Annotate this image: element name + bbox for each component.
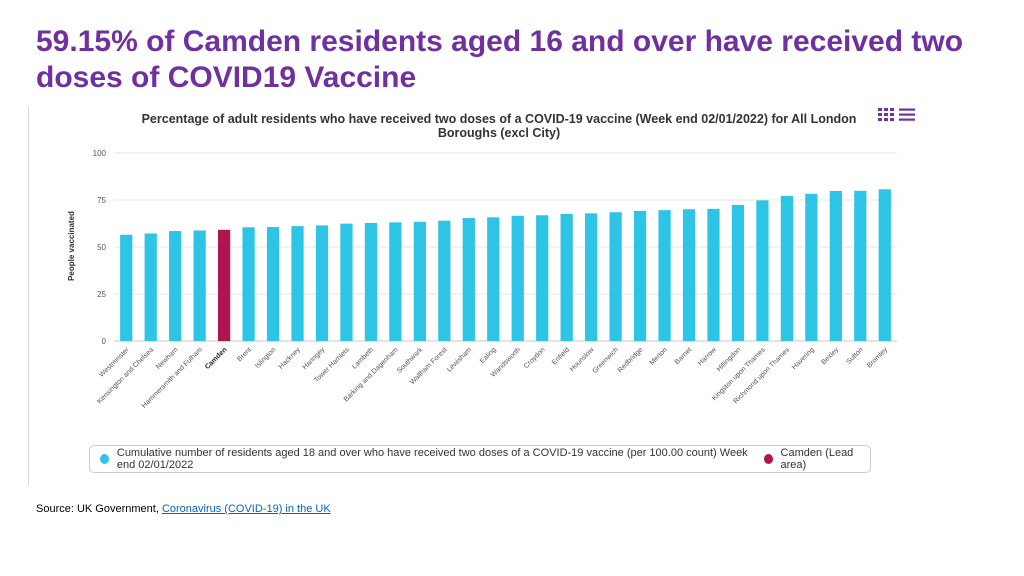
legend-label-cumulative: Cumulative number of residents aged 18 a…	[116, 447, 748, 471]
bar-richmond-upon-thames[interactable]	[780, 195, 794, 341]
bar-redbridge[interactable]	[633, 210, 647, 341]
source-line: Source: UK Government, Coronavirus (COVI…	[36, 503, 331, 515]
x-tick-label: Harrow	[697, 346, 719, 368]
y-tick-label: 0	[102, 337, 107, 346]
bar-westminster[interactable]	[120, 234, 133, 341]
chart-legend: Cumulative number of residents aged 18 a…	[89, 445, 871, 473]
x-tick-label: Islington	[254, 346, 277, 369]
x-tick-label: Barnet	[674, 346, 694, 366]
bar-barnet[interactable]	[682, 209, 696, 341]
source-prefix: Source: UK Government,	[36, 503, 162, 515]
bar-enfield[interactable]	[560, 213, 573, 341]
bar-waltham-forest[interactable]	[438, 220, 451, 341]
bar-merton[interactable]	[658, 210, 671, 341]
bar-hillingdon[interactable]	[731, 204, 745, 341]
bar-southwark[interactable]	[413, 221, 426, 341]
legend-item-camden[interactable]: Camden (Lead area)	[763, 447, 870, 471]
x-tick-label: Lewisham	[446, 346, 473, 373]
y-tick-label: 50	[97, 243, 106, 252]
x-tick-label: Enfield	[551, 346, 571, 366]
y-tick-label: 75	[97, 196, 106, 205]
y-tick-label: 100	[93, 149, 107, 158]
legend-item-cumulative[interactable]: Cumulative number of residents aged 18 a…	[100, 447, 748, 471]
bars	[120, 189, 891, 341]
bar-kensington-and-chelsea[interactable]	[144, 233, 157, 341]
x-tick-label: Bexley	[820, 346, 840, 366]
slide-title: 59.15% of Camden residents aged 16 and o…	[36, 25, 964, 94]
legend-dot-camden	[763, 454, 773, 464]
bar-haringey[interactable]	[315, 225, 329, 341]
bar-brent[interactable]	[242, 227, 255, 341]
x-tick-label: Camden	[204, 346, 228, 370]
bar-greenwich[interactable]	[609, 212, 622, 341]
y-axis-ticks: 0 25 50 75 100	[93, 149, 107, 346]
x-tick-label: Greenwich	[591, 346, 620, 375]
y-tick-label: 25	[97, 290, 106, 299]
bar-tower-hamlets[interactable]	[340, 223, 353, 341]
bar-sutton[interactable]	[854, 190, 867, 341]
bar-lewisham[interactable]	[462, 218, 475, 341]
bar-kingston-upon-thames[interactable]	[756, 200, 769, 341]
legend-dot-cyan	[100, 454, 109, 464]
bar-camden[interactable]	[217, 229, 231, 341]
bar-croydon[interactable]	[536, 215, 549, 341]
bar-islington[interactable]	[266, 227, 280, 341]
x-tick-label: Haringey	[302, 346, 327, 371]
x-tick-label: Newham	[155, 346, 180, 371]
x-tick-label: Sutton	[845, 346, 864, 365]
legend-label-camden: Camden (Lead area)	[780, 447, 854, 471]
bar-newham[interactable]	[169, 231, 182, 341]
chart-title: Percentage of adult residents who have r…	[141, 112, 857, 140]
bar-hammersmith-and-fulham[interactable]	[193, 230, 206, 341]
hamburger-menu-icon[interactable]	[877, 107, 917, 123]
x-tick-label: Brent	[236, 346, 253, 363]
gridlines	[114, 152, 897, 342]
x-tick-label: Ealing	[479, 346, 498, 365]
bar-bromley[interactable]	[878, 189, 891, 341]
bar-havering[interactable]	[805, 193, 818, 341]
chart-container: Percentage of adult residents who have r…	[28, 106, 915, 486]
y-axis-label: People vaccinated	[67, 211, 76, 281]
bar-bexley[interactable]	[829, 190, 842, 341]
x-tick-label: Merton	[649, 346, 669, 366]
bar-barking-and-dagenham[interactable]	[389, 222, 402, 341]
x-tick-label: Lambeth	[351, 346, 375, 370]
x-tick-label: Bromley	[866, 346, 889, 369]
bar-wandsworth[interactable]	[511, 215, 524, 341]
x-tick-label: Havering	[791, 346, 816, 371]
bar-ealing[interactable]	[487, 217, 500, 341]
bar-hackney[interactable]	[291, 226, 304, 341]
x-tick-label: Hackney	[278, 346, 303, 371]
source-link[interactable]: Coronavirus (COVID-19) in the UK	[161, 503, 331, 515]
x-tick-label: Redbridge	[617, 346, 645, 374]
bar-harrow[interactable]	[707, 208, 720, 341]
bar-lambeth[interactable]	[364, 222, 378, 341]
bar-hounslow[interactable]	[585, 213, 598, 341]
x-tick-label: Croydon	[523, 346, 547, 370]
